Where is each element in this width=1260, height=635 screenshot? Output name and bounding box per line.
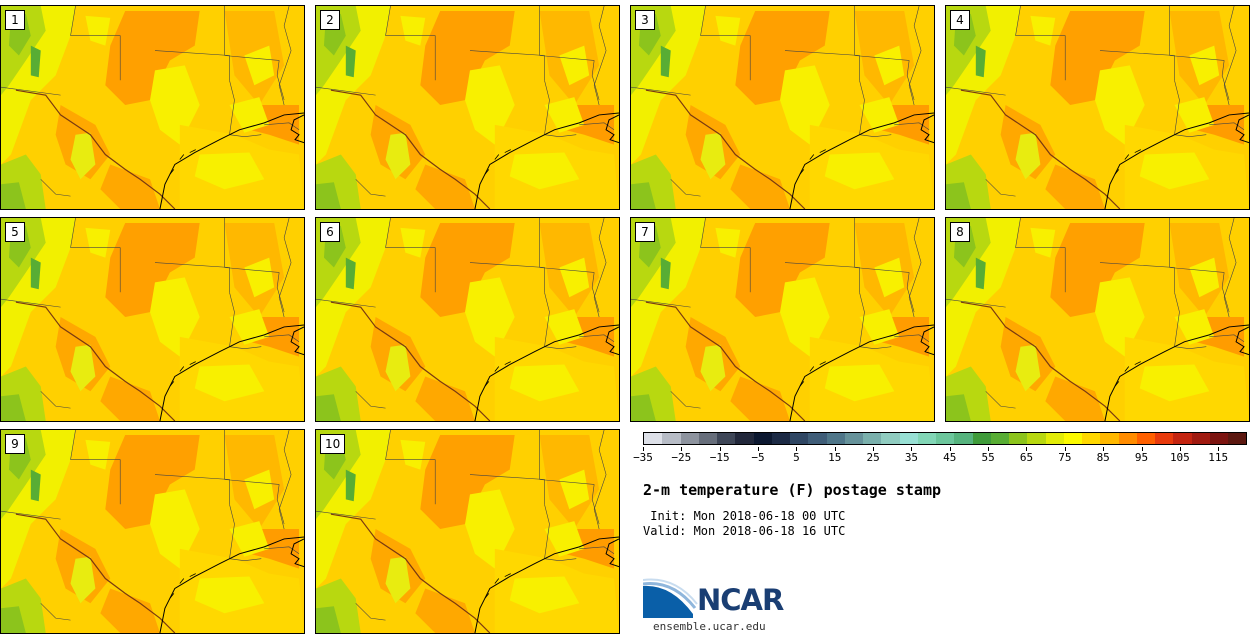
member-label: 4 <box>950 10 970 30</box>
colorbar-swatch <box>1155 433 1174 444</box>
colorbar-swatch <box>1191 433 1210 444</box>
colorbar-swatch <box>1100 433 1119 444</box>
colorbar-tick <box>873 447 875 451</box>
colorbar-swatch <box>735 433 754 444</box>
member-panel-6[interactable]: 6 <box>315 217 620 422</box>
member-panel-5[interactable]: 5 <box>0 217 305 422</box>
member-label: 3 <box>635 10 655 30</box>
colorbar-swatch <box>1045 433 1064 444</box>
colorbar-tick-label: 95 <box>1134 451 1149 464</box>
member-panel-7[interactable]: 7 <box>630 217 935 422</box>
colorbar-tick-label: −15 <box>709 451 730 464</box>
member-panel-8[interactable]: 8 <box>945 217 1250 422</box>
colorbar-tick-label: −5 <box>751 451 765 464</box>
colorbar-swatch <box>1082 433 1101 444</box>
colorbar-tick-label: 15 <box>828 451 842 464</box>
colorbar-tick-label: −35 <box>633 451 653 464</box>
member-panel-10[interactable]: 10 <box>315 429 620 634</box>
colorbar-swatch <box>863 433 882 444</box>
colorbar-swatch <box>881 433 900 444</box>
member-label: 7 <box>635 222 655 242</box>
colorbar-tick <box>681 447 683 451</box>
colorbar-tick-labels: −35 −25 −15 −5 5 15 25 35 45 55 65 75 85 95 105 115 <box>633 447 1247 471</box>
colorbar-tick-label: 65 <box>1019 451 1034 464</box>
colorbar-tick <box>834 447 836 451</box>
colorbar-tick <box>643 447 644 451</box>
colorbar-tick-label: 45 <box>943 451 957 464</box>
colorbar-swatch <box>1118 433 1137 444</box>
member-label: 9 <box>5 434 25 454</box>
colorbar-swatch <box>1228 433 1247 444</box>
colorbar-tick <box>988 447 990 451</box>
colorbar-tick <box>758 447 760 451</box>
colorbar-swatch <box>1173 433 1192 444</box>
member-panel-1[interactable]: 1 <box>0 5 305 210</box>
colorbar-tick-label: 75 <box>1058 451 1072 464</box>
colorbar-swatch <box>717 433 736 444</box>
colorbar-tick <box>1026 447 1028 451</box>
colorbar-tick-label: 5 <box>793 451 800 464</box>
colorbar-swatch <box>698 433 717 444</box>
colorbar-tick <box>796 447 798 451</box>
plot-title: 2-m temperature (F) postage stamp <box>643 481 942 499</box>
colorbar-swatch <box>680 433 699 444</box>
colorbar-tick <box>1141 447 1143 451</box>
valid-time: Valid: Mon 2018-06-18 16 UTC <box>643 524 846 538</box>
colorbar-tick <box>911 447 913 451</box>
colorbar-swatch <box>1027 433 1046 444</box>
colorbar-swatch <box>826 433 845 444</box>
temperature-colorbar <box>643 432 1247 445</box>
colorbar-tick-label: 25 <box>866 451 880 464</box>
member-panel-3[interactable]: 3 <box>630 5 935 210</box>
site-url: ensemble.ucar.edu <box>653 620 766 633</box>
member-label: 10 <box>320 434 346 454</box>
member-label: 6 <box>320 222 340 242</box>
member-label: 5 <box>5 222 25 242</box>
colorbar-swatch <box>1209 433 1228 444</box>
colorbar-tick-label: 115 <box>1208 451 1229 464</box>
colorbar-swatch <box>1136 433 1155 444</box>
colorbar-swatch <box>644 433 663 444</box>
colorbar-tick-label: 105 <box>1169 451 1190 464</box>
colorbar-tick <box>1064 447 1066 451</box>
colorbar-tick-label: 35 <box>904 451 919 464</box>
colorbar-tick-label: 85 <box>1096 451 1110 464</box>
colorbar-swatch <box>936 433 955 444</box>
colorbar-tick <box>1218 447 1220 451</box>
colorbar-tick <box>719 447 721 451</box>
member-panel-4[interactable]: 4 <box>945 5 1250 210</box>
colorbar-swatch <box>662 433 681 444</box>
colorbar-swatch <box>990 433 1009 444</box>
colorbar-tick <box>1103 447 1105 451</box>
colorbar-swatch <box>790 433 809 444</box>
colorbar-swatch <box>844 433 863 444</box>
member-label: 1 <box>5 10 25 30</box>
colorbar-swatch <box>972 433 991 444</box>
colorbar-swatch <box>1009 433 1028 444</box>
ncar-logo-icon <box>643 578 698 618</box>
colorbar-swatch <box>1063 433 1082 444</box>
colorbar-swatch <box>808 433 827 444</box>
init-time: Init: Mon 2018-06-18 00 UTC <box>643 509 846 523</box>
member-panel-9[interactable]: 9 <box>0 429 305 634</box>
colorbar-tick <box>949 447 951 451</box>
member-label: 2 <box>320 10 340 30</box>
colorbar-swatch <box>899 433 918 444</box>
member-panel-2[interactable]: 2 <box>315 5 620 210</box>
ncar-logo-text: NCAR <box>697 583 784 617</box>
colorbar-swatch <box>917 433 936 444</box>
colorbar-tick <box>1179 447 1181 451</box>
colorbar-swatch <box>771 433 790 444</box>
colorbar-swatch <box>954 433 973 444</box>
colorbar-tick-label: −25 <box>671 451 692 464</box>
colorbar-tick-label: 55 <box>981 451 995 464</box>
colorbar-swatch <box>753 433 772 444</box>
member-label: 8 <box>950 222 970 242</box>
